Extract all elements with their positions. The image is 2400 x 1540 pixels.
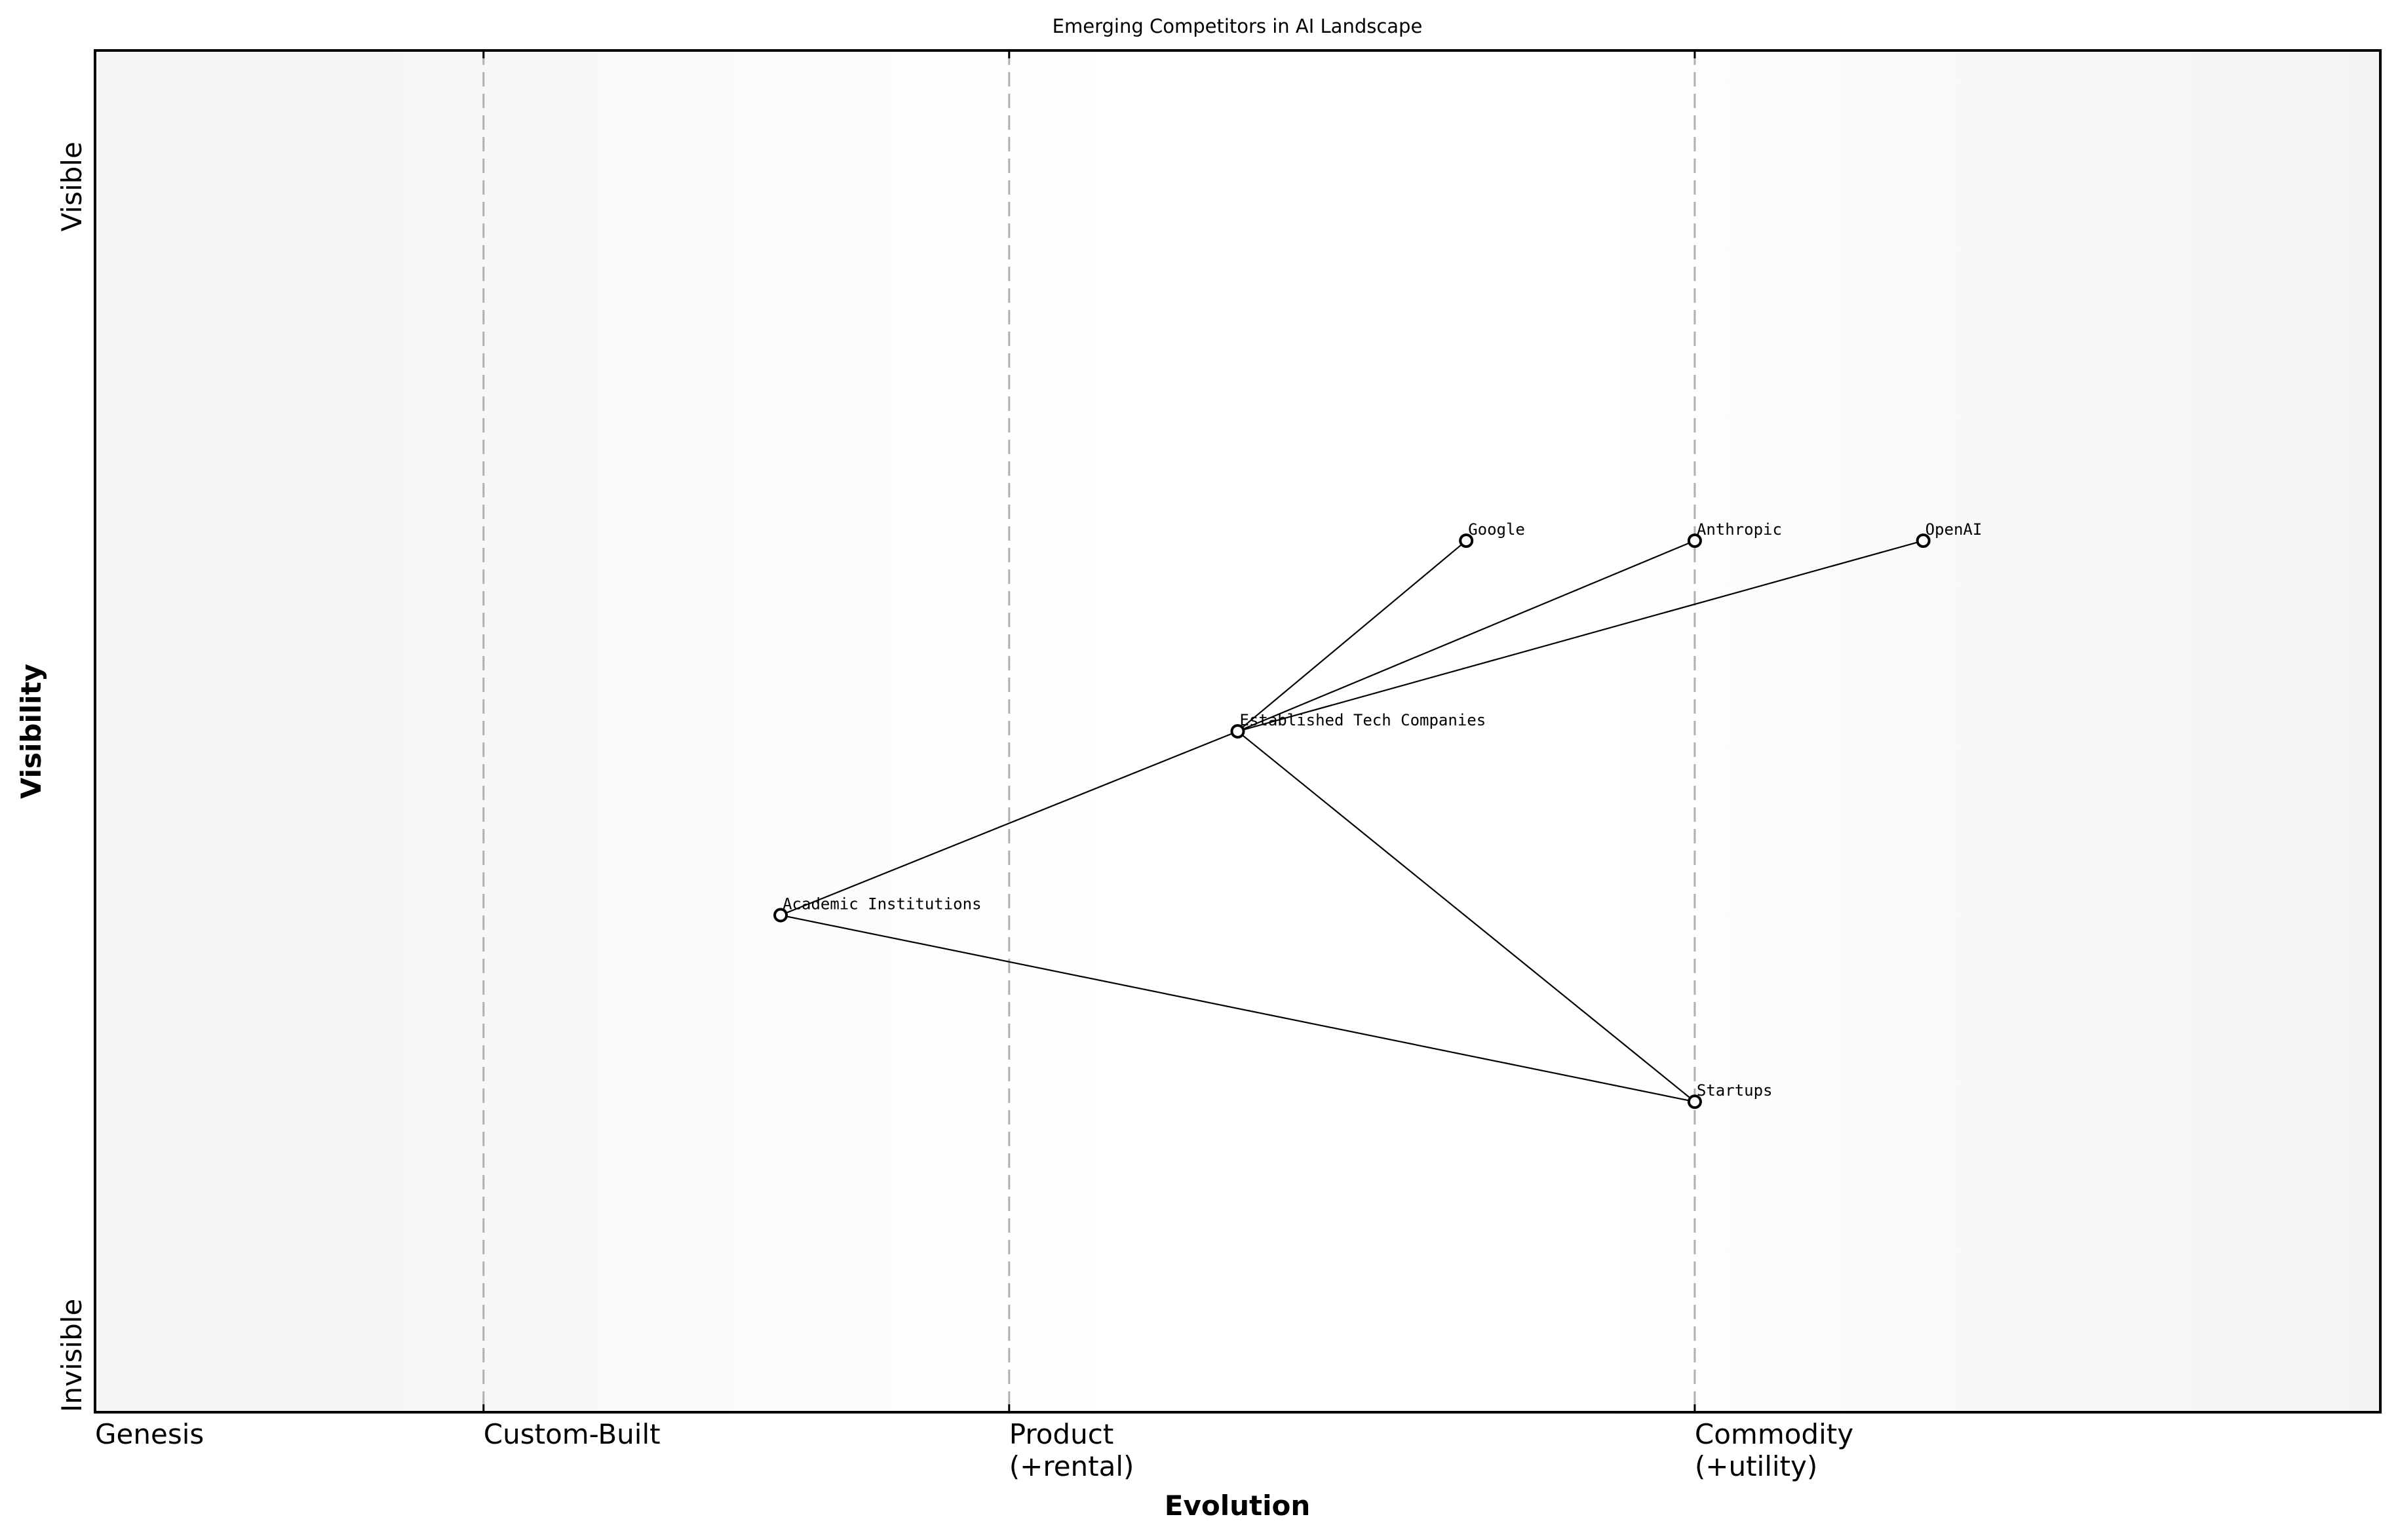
x-tick-product: Product(+rental) (1008, 50, 1134, 1482)
node-google: Google (1459, 520, 1525, 549)
edge-etc-startups (1237, 731, 1695, 1103)
x-tick-sublabel: (+utility) (1695, 1450, 1817, 1482)
edge-etc-google (1237, 540, 1467, 732)
edge-etc-anthropic (1237, 540, 1695, 733)
edges (780, 540, 1924, 1103)
node-marker-icon (1687, 1094, 1702, 1109)
node-startups: Startups (1687, 1081, 1773, 1109)
node-label: OpenAI (1926, 520, 1983, 539)
x-tick-label: Product (1009, 1418, 1113, 1450)
x-tick-commodity: Commodity(+utility) (1694, 50, 1853, 1482)
node-marker-icon (1459, 533, 1474, 549)
edge-academic-etc (780, 730, 1238, 916)
node-marker-icon (773, 908, 788, 923)
node-etc: Established Tech Companies (1230, 711, 1486, 739)
y-axis-title: Visibility (15, 664, 47, 799)
x-tick-label: Custom-Built (484, 1418, 661, 1450)
edge-academic-startups (780, 914, 1695, 1103)
node-openai: OpenAI (1916, 520, 1983, 549)
x-tick-sublabel: (+rental) (1009, 1450, 1134, 1482)
x-axis-title: Evolution (1165, 1490, 1310, 1522)
y-tick-invisible: Invisible (56, 1299, 88, 1412)
node-academic: Academic Institutions (773, 895, 982, 923)
node-marker-icon (1687, 533, 1702, 549)
nodes: Google Anthropic OpenAI Established Tech Co… (773, 520, 1983, 1109)
plot-frame (94, 49, 2382, 1414)
node-label: Anthropic (1697, 520, 1782, 539)
node-label: Academic Institutions (783, 895, 981, 914)
node-label: Startups (1697, 1081, 1773, 1100)
x-tick-label: Commodity (1695, 1418, 1853, 1450)
x-tick-custom-built: Custom-Built (482, 50, 661, 1450)
edge-etc-openai (1237, 540, 1924, 733)
stage-dividers (482, 50, 1696, 1412)
x-axis-ticks: Genesis Custom-Built Product(+rental) Commo… (94, 50, 1853, 1482)
x-tick-label: Genesis (95, 1418, 204, 1450)
y-tick-visible: Visible (56, 142, 88, 231)
node-label: Google (1468, 520, 1525, 539)
node-label: Established Tech Companies (1240, 711, 1486, 729)
node-anthropic: Anthropic (1687, 520, 1782, 549)
node-marker-icon (1230, 724, 1245, 739)
node-marker-icon (1916, 533, 1931, 549)
y-axis-ticks: Invisible Visible (56, 142, 88, 1412)
y-tick-label: Visible (56, 142, 88, 231)
y-tick-label: Invisible (56, 1299, 88, 1412)
x-tick-genesis: Genesis (94, 50, 204, 1450)
chart-title: Emerging Competitors in AI Landscape (1053, 15, 1423, 37)
